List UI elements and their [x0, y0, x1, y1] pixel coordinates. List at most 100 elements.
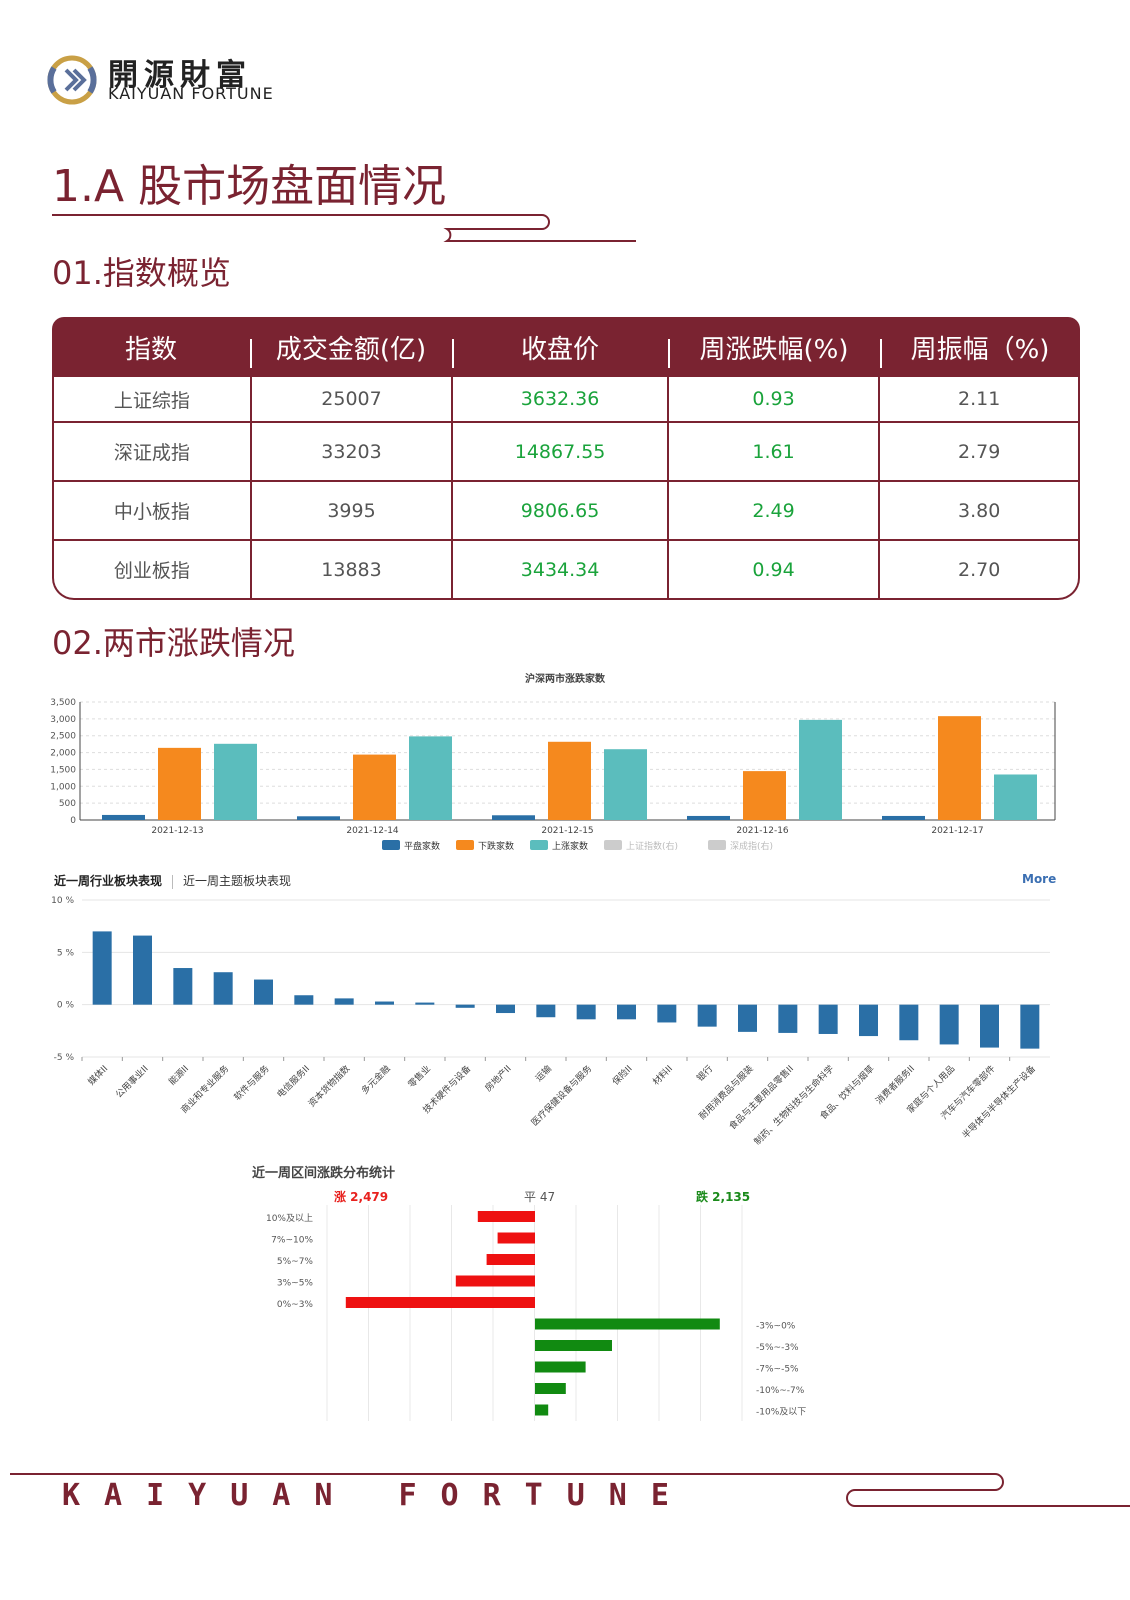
table-row: 中小板指 3995 9806.65 2.49 3.80 — [54, 482, 1078, 541]
table-header: 指数 成交金额(亿) 收盘价 周涨跌幅(%) 周振幅（%) — [52, 317, 1080, 377]
y-tick-label: 5 % — [57, 948, 75, 958]
x-tick-label: 材料II — [650, 1063, 675, 1088]
cell-weekly-amplitude: 3.80 — [958, 499, 1001, 522]
y-tick-label: 3,500 — [50, 698, 76, 708]
cell-close: 3434.34 — [453, 541, 669, 598]
x-tick-label: 2021-12-17 — [931, 826, 983, 836]
cell-turnover: 25007 — [252, 377, 454, 421]
flat-count-summary: 平 47 — [524, 1190, 556, 1204]
bar — [818, 1004, 838, 1034]
bar — [535, 1361, 586, 1373]
legend-label: 平盘家数 — [404, 840, 440, 852]
bar — [882, 815, 925, 820]
bar — [604, 749, 647, 820]
bar — [158, 747, 201, 820]
bar — [535, 1340, 612, 1351]
col-header: 周振幅（%) — [880, 329, 1080, 368]
section-title: 1.A 股市场盘面情况 — [52, 161, 447, 212]
x-tick-label: 消费者服务II — [873, 1063, 917, 1107]
legend-swatch — [530, 840, 548, 850]
y-tick-label: 2,500 — [50, 732, 76, 742]
legend-label: 上涨家数 — [552, 840, 588, 852]
bar — [738, 1004, 757, 1032]
market-updown-title: 02.两市涨跌情况 — [52, 624, 295, 662]
col-header: 成交金额(亿) — [250, 329, 452, 368]
index-table: 指数 成交金额(亿) 收盘价 周涨跌幅(%) 周振幅（%) 上证综指 25007… — [52, 317, 1080, 600]
y-tick-label: 2,000 — [50, 749, 76, 759]
y-tick-label: 1,500 — [50, 765, 76, 775]
bar — [345, 1297, 535, 1308]
more-link[interactable]: More — [1022, 872, 1057, 886]
bar — [254, 979, 273, 1005]
bar — [859, 1004, 878, 1037]
cell-index-name: 深证成指 — [54, 423, 252, 480]
bar — [576, 1004, 596, 1020]
bar — [133, 935, 152, 1005]
tab-theme[interactable]: 近一周主题板块表现 — [183, 874, 292, 888]
cell-weekly-change: 0.93 — [669, 377, 881, 421]
x-tick-label: 制药、生物科技与生命科学 — [751, 1063, 836, 1148]
cell-weekly-amplitude: 2.11 — [958, 388, 1001, 410]
bar — [899, 1004, 919, 1041]
bar — [497, 1232, 535, 1244]
bar — [548, 741, 591, 820]
down-range-label: -3%~0% — [756, 1322, 796, 1332]
cell-close: 3632.36 — [453, 377, 669, 421]
x-tick-label: 零售业 — [405, 1063, 433, 1091]
brand-en: KAIYUAN FORTUNE — [108, 84, 274, 103]
tab-divider — [172, 874, 174, 889]
x-tick-label: 电信服务II — [274, 1063, 312, 1101]
x-tick-label: 半导体与半导体生产设备 — [959, 1063, 1037, 1142]
legend-swatch — [708, 840, 726, 850]
bar — [743, 771, 786, 820]
down-range-label: -10%及以下 — [756, 1407, 806, 1418]
bar — [535, 1383, 566, 1394]
bar — [697, 1004, 717, 1027]
x-tick-label: 运输 — [533, 1063, 554, 1084]
bar — [536, 1004, 556, 1018]
y-tick-label: -5 % — [54, 1053, 75, 1063]
legend-swatch — [456, 840, 474, 850]
cell-index-name: 创业板指 — [54, 541, 252, 598]
updown-count-chart: 3,500 3,000 2,500 2,000 1,500 1,000 500 0 2021-1… — [50, 698, 1056, 852]
bar — [657, 1004, 677, 1023]
bar — [455, 1004, 475, 1008]
up-range-label: 5%~7% — [277, 1257, 314, 1267]
bar — [92, 931, 112, 1005]
bar — [980, 1004, 999, 1048]
cell-turnover: 13883 — [252, 541, 454, 598]
bar — [214, 743, 257, 820]
bar — [353, 754, 396, 820]
up-range-label: 3%~5% — [277, 1279, 314, 1289]
index-overview-title: 01.指数概览 — [52, 254, 231, 292]
y-tick-label: 3,000 — [50, 715, 76, 725]
bar — [455, 1275, 535, 1287]
up-range-label: 7%~10% — [271, 1236, 313, 1246]
bar — [939, 1004, 959, 1045]
bar — [102, 814, 145, 820]
bar — [173, 968, 193, 1005]
cell-weekly-amplitude: 2.70 — [958, 558, 1001, 581]
bar — [375, 1001, 394, 1005]
bar — [535, 1318, 720, 1330]
tab-industry[interactable]: 近一周行业板块表现 — [54, 874, 163, 888]
bar — [938, 716, 981, 820]
x-tick-label: 2021-12-15 — [541, 826, 593, 836]
bar — [799, 719, 842, 820]
legend-swatch — [604, 840, 622, 850]
bar — [687, 815, 730, 820]
bar — [492, 815, 535, 820]
x-tick-label: 软件与服务 — [231, 1063, 271, 1103]
bar — [994, 774, 1037, 820]
footer-line-decoration — [10, 1473, 1130, 1507]
bar — [297, 816, 340, 820]
x-tick-label: 房地产II — [482, 1063, 513, 1094]
legend-swatch — [382, 840, 400, 850]
bar — [778, 1004, 798, 1033]
down-range-label: -7%~-5% — [756, 1365, 799, 1375]
x-tick-label: 保险II — [610, 1063, 635, 1088]
down-count-summary: 跌 2,135 — [696, 1190, 751, 1204]
y-tick-label: 10 % — [51, 896, 74, 906]
col-header: 周涨跌幅(%) — [668, 329, 880, 368]
